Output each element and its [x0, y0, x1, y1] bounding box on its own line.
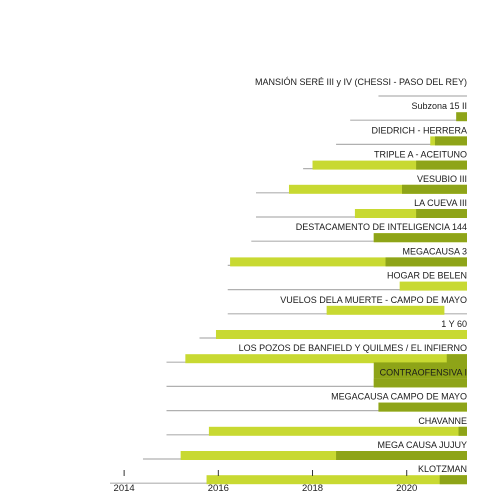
case-row: MEGACAUSA 3: [228, 246, 467, 266]
case-row: LA CUEVA III: [256, 198, 467, 218]
case-label: MEGACAUSA 3: [402, 246, 467, 256]
case-bar-dark: [416, 209, 467, 218]
case-bar-dark: [386, 257, 467, 266]
case-row: TRIPLE A - ACEITUNO: [303, 150, 467, 170]
case-label: CHAVANNE: [418, 416, 467, 426]
case-row: Subzona 15 II: [350, 101, 467, 121]
case-bar-dark: [456, 112, 467, 121]
case-label: TRIPLE A - ACEITUNO: [374, 150, 467, 160]
case-row: VUELOS DELA MUERTE - CAMPO DE MAYO: [228, 295, 467, 315]
case-label: DIEDRICH - HERRERA: [371, 125, 467, 135]
x-tick-label: 2016: [208, 483, 229, 494]
case-bar-dark: [459, 427, 467, 436]
case-row: VESUBIO III: [256, 174, 467, 194]
case-bar-light: [209, 427, 467, 436]
case-row: LOS POZOS DE BANFIELD Y QUILMES / EL INF…: [167, 343, 467, 363]
case-bar-dark: [435, 136, 467, 145]
case-bar-light: [216, 330, 467, 339]
x-tick-label: 2020: [396, 483, 417, 494]
case-row: MEGACAUSA CAMPO DE MAYO: [167, 392, 467, 412]
case-bar-dark: [416, 161, 467, 170]
case-row: CHAVANNE: [167, 416, 467, 436]
case-row: 1 Y 60: [199, 319, 467, 339]
case-label: LA CUEVA III: [414, 198, 467, 208]
case-bar-dark: [378, 403, 467, 412]
x-tick-label: 2018: [302, 483, 323, 494]
case-label: DESTACAMENTO DE INTELIGENCIA 144: [296, 222, 467, 232]
case-rows: MANSIÓN SERÉ III y IV (CHESSI - PASO DEL…: [110, 77, 467, 484]
x-tick-label: 2014: [114, 483, 135, 494]
case-label: HOGAR DE BELEN: [387, 271, 467, 281]
case-label: KLOTZMAN: [418, 464, 467, 474]
case-row: KLOTZMAN: [110, 464, 467, 484]
case-bar-dark: [402, 185, 467, 194]
case-row: MANSIÓN SERÉ III y IV (CHESSI - PASO DEL…: [255, 77, 467, 96]
case-bar-dark: [336, 451, 467, 460]
case-label: Subzona 15 II: [411, 101, 467, 111]
case-label: MANSIÓN SERÉ III y IV (CHESSI - PASO DEL…: [255, 77, 467, 87]
case-label: MEGACAUSA CAMPO DE MAYO: [331, 392, 467, 402]
case-row: DESTACAMENTO DE INTELIGENCIA 144: [251, 222, 467, 242]
case-bar-dark: [440, 475, 467, 484]
case-label: MEGA CAUSA JUJUY: [377, 440, 467, 450]
case-label: VUELOS DELA MUERTE - CAMPO DE MAYO: [280, 295, 467, 305]
case-row: HOGAR DE BELEN: [228, 271, 467, 291]
case-label: LOS POZOS DE BANFIELD Y QUILMES / EL INF…: [239, 343, 467, 353]
case-label: VESUBIO III: [417, 174, 467, 184]
case-bar-dark: [374, 233, 467, 242]
case-bar-dark: [374, 378, 467, 387]
case-row: DIEDRICH - HERRERA: [336, 125, 467, 145]
case-label: 1 Y 60: [441, 319, 467, 329]
case-bar-light: [400, 282, 467, 291]
case-bar-light: [327, 306, 445, 315]
case-row: MEGA CAUSA JUJUY: [143, 440, 467, 460]
case-bar-dark: [447, 354, 467, 363]
case-label: CONTRAOFENSIVA I: [380, 367, 467, 377]
case-bar-light: [185, 354, 467, 363]
case-bar-light: [207, 475, 467, 484]
